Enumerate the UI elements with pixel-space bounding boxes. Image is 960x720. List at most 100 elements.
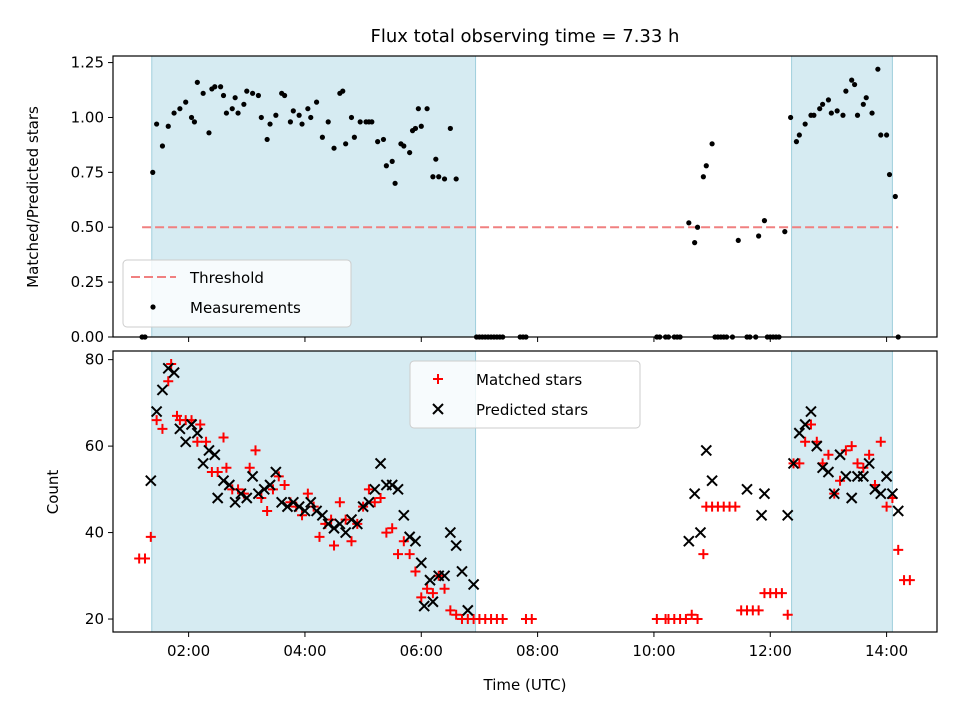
matched-star-point <box>852 458 863 469</box>
measurement-point <box>244 88 250 94</box>
measurement-point <box>782 229 788 235</box>
predicted-star-point <box>418 600 430 612</box>
matched-star-point <box>846 441 857 452</box>
matched-star-point <box>387 523 398 534</box>
bottom-y-axis-label: Count <box>44 470 62 515</box>
measurement-point <box>325 119 331 125</box>
measurement-point <box>817 106 823 112</box>
measurement-point <box>305 106 311 112</box>
predicted-star-point <box>162 362 174 374</box>
measurement-point <box>843 88 849 94</box>
predicted-star-point <box>694 526 707 539</box>
predicted-star-point <box>386 479 398 491</box>
predicted-star-point <box>168 366 180 379</box>
measurement-point <box>825 97 832 103</box>
matched-star-point <box>439 583 450 594</box>
measurement-point <box>863 95 869 101</box>
measurement-point <box>281 92 288 99</box>
top-y-axis-label: Matched/Predicted stars <box>24 106 42 288</box>
measurement-point <box>788 114 794 121</box>
matched-star-point <box>369 497 380 508</box>
y-tick-label: 40 <box>85 524 104 542</box>
predicted-star-point <box>270 466 282 478</box>
predicted-star-point <box>741 483 753 496</box>
measurement-point <box>380 136 387 143</box>
predicted-star-point <box>241 492 253 504</box>
matched-star-point <box>363 484 374 495</box>
matched-star-point <box>404 549 415 560</box>
predicted-star-point <box>886 487 899 500</box>
measurement-point <box>802 121 808 127</box>
legend-box <box>409 360 641 429</box>
predicted-star-point <box>223 479 236 491</box>
predicted-star-point <box>322 518 334 530</box>
predicted-star-point <box>424 574 436 586</box>
predicted-star-point <box>805 405 817 418</box>
measurement-point <box>418 123 424 129</box>
x-tick-label: 08:00 <box>516 642 559 660</box>
measurement-point <box>796 132 802 138</box>
measurement-point <box>883 132 890 138</box>
measurement-point <box>383 163 389 169</box>
measurement-point <box>357 119 363 125</box>
matched-star-point <box>267 484 278 495</box>
matched-star-point <box>192 436 203 447</box>
matched-star-point <box>256 492 267 503</box>
predicted-star-point <box>758 487 771 500</box>
measurement-point <box>392 180 398 186</box>
predicted-star-point <box>822 466 835 478</box>
predicted-star-point <box>863 457 875 470</box>
measurement-point <box>351 134 357 140</box>
measurement-point <box>375 139 381 145</box>
predicted-star-point <box>145 474 157 487</box>
measurement-point <box>267 121 273 127</box>
x-tick-label: 04:00 <box>283 642 326 660</box>
measurement-point <box>206 130 212 136</box>
y-tick-label: 0.00 <box>71 328 104 346</box>
matched-star-point <box>273 471 284 482</box>
measurement-point <box>232 95 238 101</box>
predicted-star-point <box>456 565 468 578</box>
measurement-point <box>249 90 256 96</box>
measurement-point <box>840 112 846 118</box>
predicted-star-point <box>179 436 192 448</box>
predicted-star-point <box>246 470 259 483</box>
predicted-star-point <box>683 535 695 547</box>
matched-star-point <box>398 536 409 547</box>
matched-star-point <box>526 614 537 625</box>
predicted-star-point <box>840 470 852 483</box>
matched-star-point <box>753 605 764 616</box>
matched-star-point <box>314 531 325 542</box>
matched-star-point <box>730 501 741 512</box>
legend-predicted-swatch <box>432 403 444 415</box>
measurement-point <box>756 233 762 239</box>
predicted-star-point <box>229 496 241 509</box>
measurement-point <box>255 92 262 99</box>
predicted-star-point <box>892 505 904 517</box>
legend-measurement-swatch <box>150 304 156 310</box>
matched-star-point <box>145 531 156 542</box>
measurement-point <box>694 224 701 230</box>
measurement-point <box>299 121 305 127</box>
measurement-point <box>811 112 817 118</box>
axes-frame <box>112 350 938 633</box>
predicted-star-point <box>339 526 352 539</box>
predicted-star-point <box>156 384 169 396</box>
matched-star-point <box>157 423 168 434</box>
measurement-point <box>878 132 884 138</box>
x-axis-label: Time (UTC) <box>483 676 567 694</box>
measurement-point <box>441 176 448 182</box>
predicted-star-point <box>811 440 823 452</box>
predicted-star-point <box>287 496 300 509</box>
predicted-star-point <box>875 487 887 500</box>
matched-star-point <box>835 475 846 486</box>
measurement-point <box>171 110 177 116</box>
top-legend: Threshold Measurements <box>122 259 352 328</box>
predicted-star-point <box>235 487 247 500</box>
measurement-point <box>212 84 218 90</box>
measurement-point <box>159 143 166 149</box>
measurement-point <box>869 110 875 116</box>
matched-star-point <box>427 588 438 599</box>
predicted-star-point <box>799 418 811 431</box>
